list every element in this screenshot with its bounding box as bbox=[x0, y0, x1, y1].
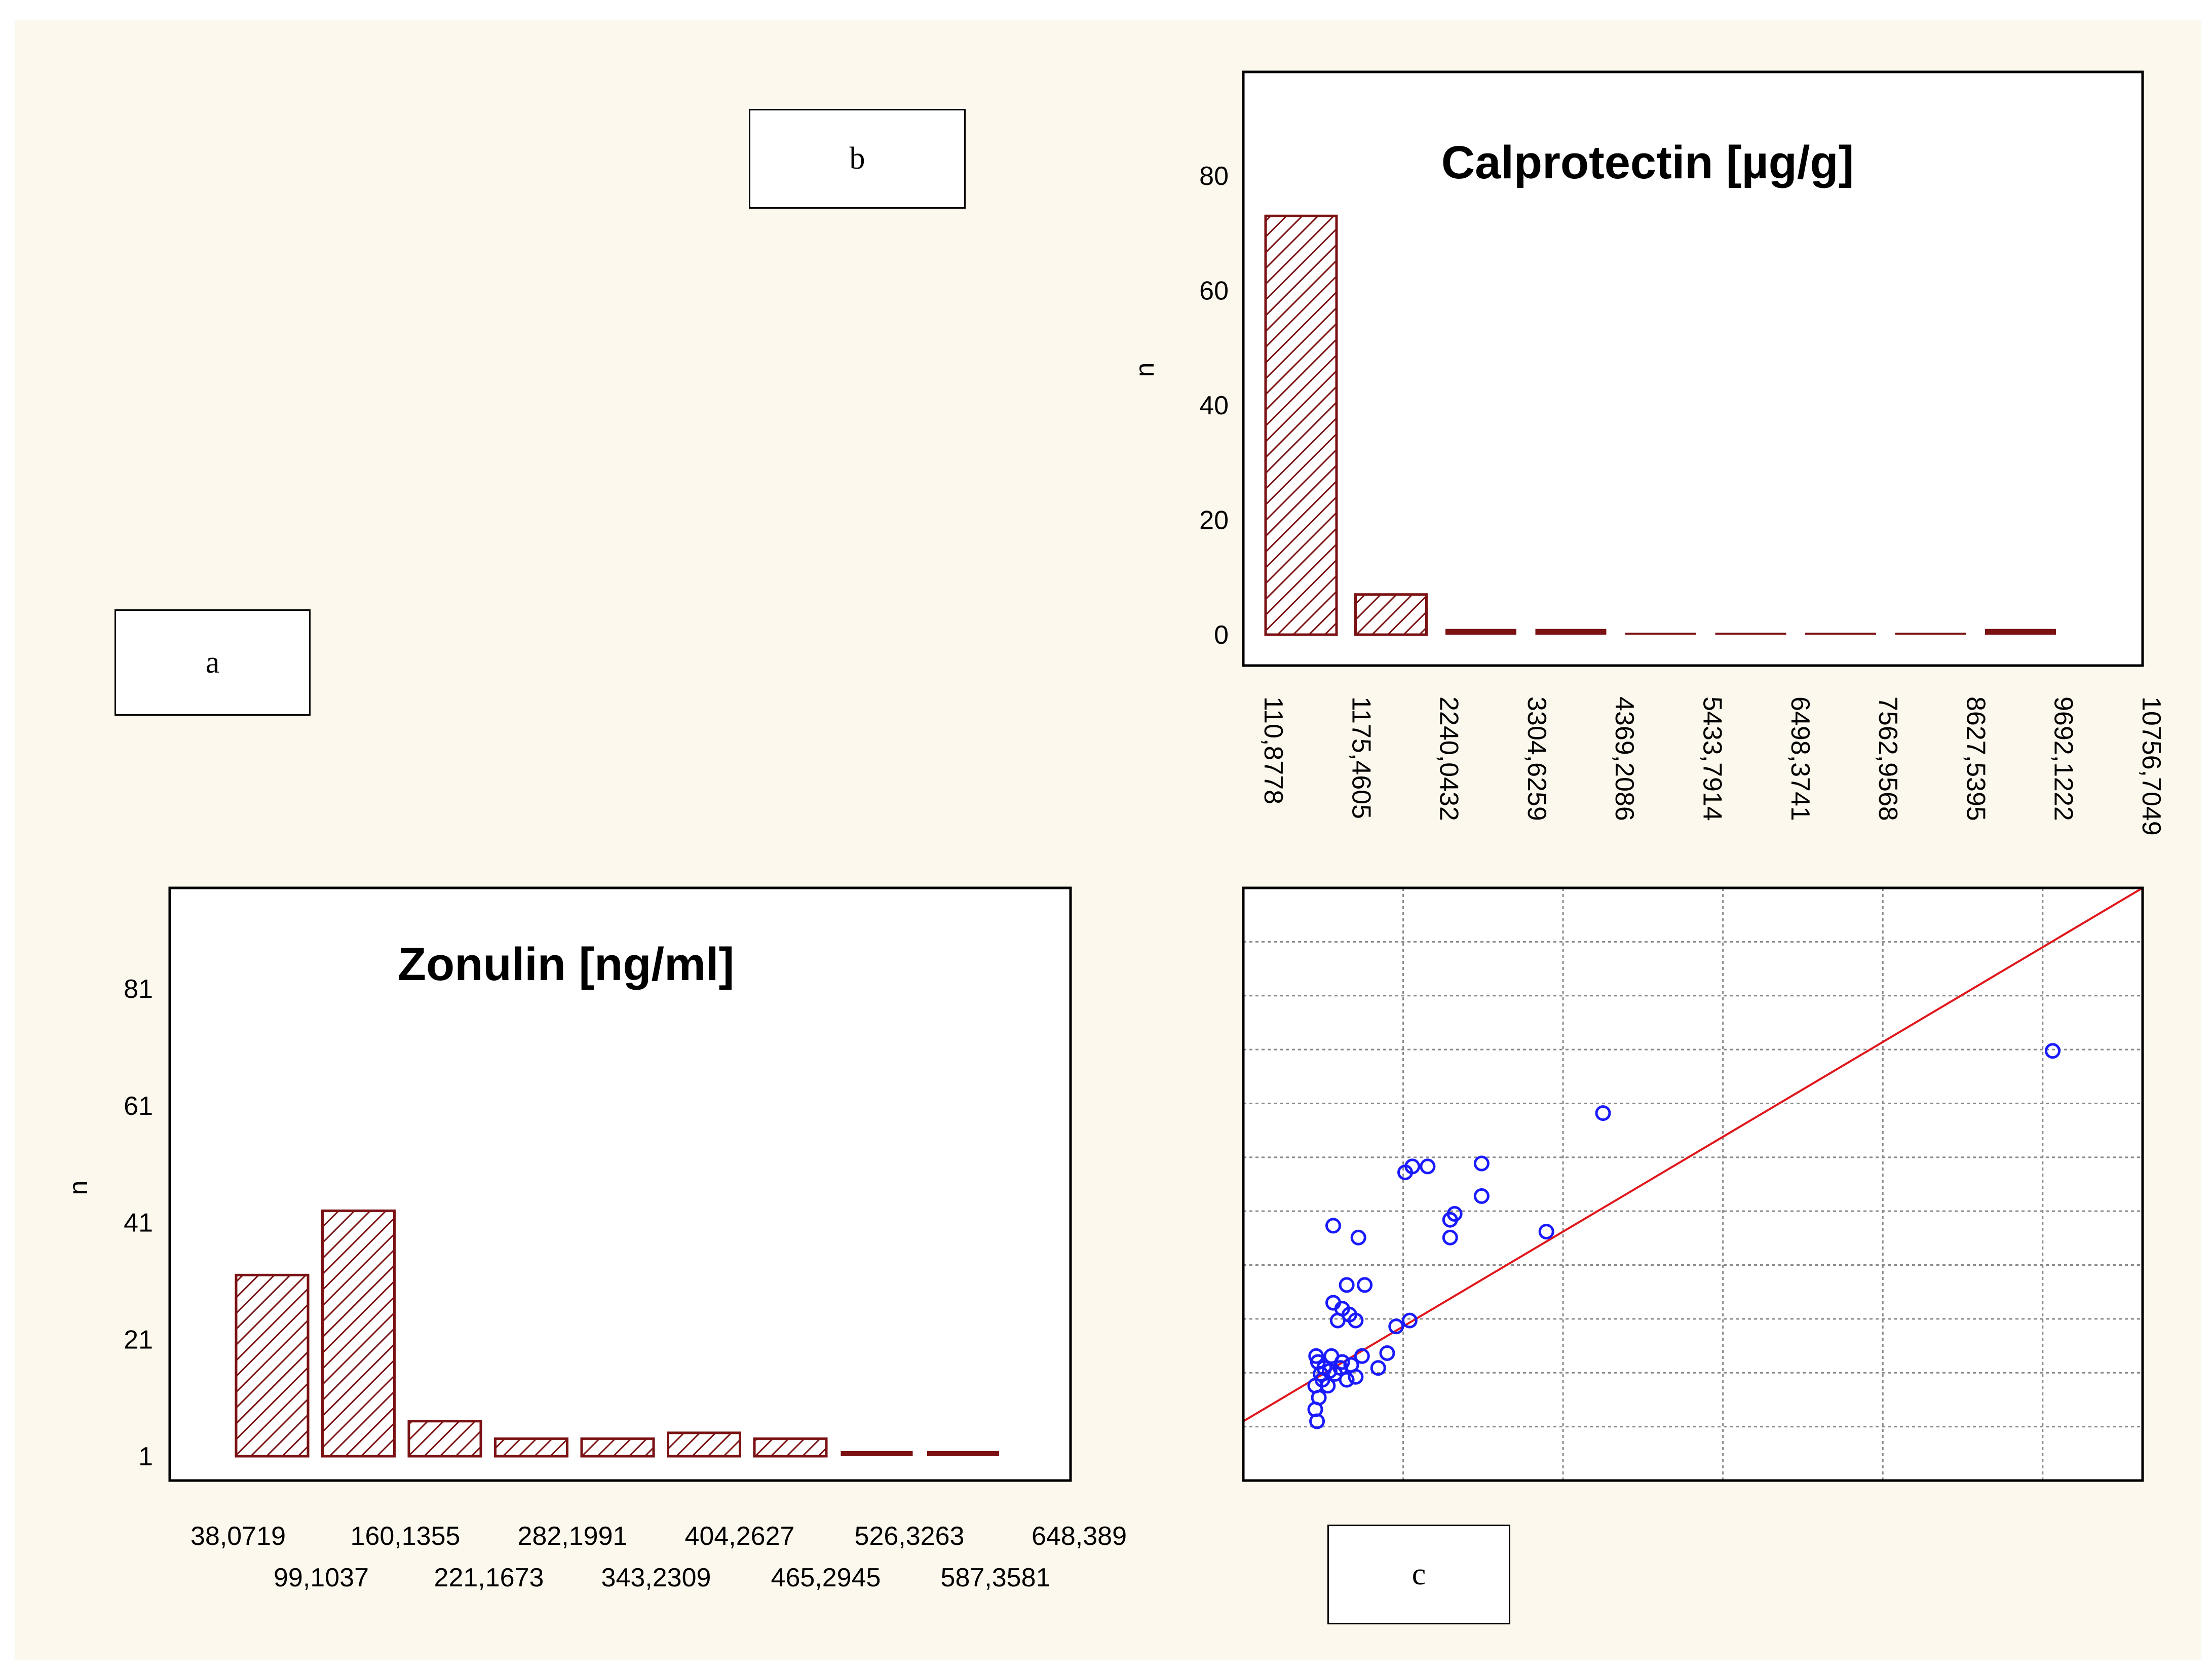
zonulin-ytick-label: 61 bbox=[124, 1092, 153, 1121]
scatter-point bbox=[1323, 1348, 1340, 1364]
scatter-point bbox=[2045, 1043, 2061, 1059]
zonulin-xtick-label: 587,3581 bbox=[941, 1563, 1051, 1592]
zonulin-xtick-label: 526,3263 bbox=[855, 1522, 965, 1551]
correlation-chart bbox=[1242, 886, 2144, 1482]
zonulin-ytick-label: 21 bbox=[124, 1325, 153, 1354]
zonulin-bar bbox=[494, 1437, 568, 1458]
scatter-point bbox=[1442, 1212, 1458, 1228]
calprotectin-bar bbox=[1264, 214, 1338, 636]
zonulin-bar bbox=[927, 1451, 999, 1456]
scatter-point bbox=[1401, 1312, 1418, 1329]
zonulin-ytick-label: 81 bbox=[124, 975, 153, 1004]
zonulin-xtick-label: 38,0719 bbox=[190, 1522, 286, 1551]
zonulin-bar bbox=[235, 1273, 310, 1458]
calprotectin-xtick-label: 9692,1222 bbox=[2049, 696, 2078, 821]
scatter-point bbox=[1442, 1229, 1458, 1246]
scatter-point bbox=[1370, 1360, 1386, 1376]
correlation-plot-area bbox=[1242, 886, 2144, 1482]
calprotectin-xtick-label: 4369,2086 bbox=[1610, 696, 1639, 821]
calprotectin-ytick-label: 40 bbox=[1199, 391, 1229, 420]
calprotectin-xtick-label: 7562,9568 bbox=[1873, 696, 1902, 821]
calprotectin-ylabel: n bbox=[1130, 363, 1160, 377]
zonulin-bar bbox=[407, 1420, 482, 1458]
zonulin-xtick-label: 404,2627 bbox=[685, 1522, 795, 1551]
zonulin-xtick-label: 99,1037 bbox=[274, 1563, 369, 1592]
calprotectin-xtick-label: 6498,3741 bbox=[1785, 696, 1815, 821]
calprotectin-ytick-label: 0 bbox=[1214, 620, 1229, 650]
zonulin-xtick-label: 221,1673 bbox=[434, 1563, 544, 1592]
charts-svg: Calprotectin [µg/g] n 0 20 40 60 80 110,8778… bbox=[64, 70, 2166, 1592]
zonulin-plot-area bbox=[168, 886, 1072, 1482]
scatter-point bbox=[1309, 1413, 1325, 1429]
calprotectin-title: Calprotectin [µg/g] bbox=[1441, 137, 1854, 188]
scatter-point bbox=[1595, 1105, 1611, 1121]
scatter-point bbox=[1325, 1218, 1341, 1234]
scatter-point bbox=[1357, 1277, 1373, 1293]
calprotectin-bar bbox=[1535, 629, 1607, 635]
zonulin-xtick-label: 465,2945 bbox=[771, 1563, 881, 1592]
zonulin-ylabel: n bbox=[64, 1181, 93, 1195]
zonulin-bar bbox=[580, 1437, 655, 1458]
zonulin-bar bbox=[841, 1451, 913, 1456]
scatter-point bbox=[1388, 1318, 1404, 1335]
zonulin-xtick-label: 160,1355 bbox=[351, 1522, 461, 1551]
zonulin-ytick-label: 1 bbox=[138, 1442, 153, 1471]
zonulin-bar bbox=[753, 1437, 828, 1458]
calprotectin-bar bbox=[1445, 629, 1516, 635]
calprotectin-ytick-label: 60 bbox=[1199, 277, 1229, 306]
scatter-point bbox=[1538, 1224, 1554, 1240]
scatter-point bbox=[1320, 1378, 1336, 1394]
panel-label-a: a bbox=[115, 609, 311, 716]
scatter-point bbox=[1404, 1158, 1421, 1175]
zonulin-ytick-label: 41 bbox=[124, 1209, 153, 1238]
zonulin-chart: Zonulin [ng/ml] n 1 21 41 61 81 38,0719 160,1… bbox=[64, 886, 1127, 1592]
scatter-point bbox=[1379, 1345, 1395, 1361]
calprotectin-xtick-label: 5433,7914 bbox=[1698, 696, 1727, 821]
zonulin-title: Zonulin [ng/ml] bbox=[398, 939, 734, 990]
scatter-point bbox=[1473, 1155, 1490, 1172]
calprotectin-bar bbox=[1715, 633, 1786, 635]
scatter-point bbox=[1420, 1158, 1436, 1175]
calprotectin-xtick-label: 110,8778 bbox=[1258, 696, 1288, 804]
zonulin-xtick-label: 648,389 bbox=[1032, 1522, 1127, 1551]
zonulin-bar bbox=[321, 1209, 396, 1458]
calprotectin-xtick-label: 10756,7049 bbox=[2137, 696, 2166, 836]
panel-label-b: b bbox=[749, 109, 966, 209]
calprotectin-xtick-label: 1175,4605 bbox=[1346, 696, 1376, 819]
zonulin-xtick-label: 282,1991 bbox=[518, 1522, 628, 1551]
calprotectin-ytick-label: 80 bbox=[1199, 162, 1229, 191]
panel-label-c: c bbox=[1327, 1525, 1510, 1624]
scatter-point bbox=[1348, 1369, 1364, 1385]
calprotectin-bar bbox=[1625, 633, 1696, 635]
scatter-point bbox=[1473, 1188, 1490, 1204]
zonulin-bar bbox=[667, 1431, 741, 1458]
calprotectin-chart: Calprotectin [µg/g] n 0 20 40 60 80 110,8778… bbox=[1130, 70, 2166, 836]
calprotectin-ytick-label: 20 bbox=[1199, 506, 1229, 535]
zonulin-xtick-label: 343,2309 bbox=[601, 1563, 711, 1592]
scatter-point bbox=[1308, 1348, 1324, 1364]
scatter-point bbox=[1348, 1312, 1364, 1329]
scatter-point bbox=[1350, 1229, 1366, 1246]
calprotectin-bar bbox=[1985, 629, 2056, 635]
calprotectin-xtick-label: 2240,0432 bbox=[1434, 696, 1464, 821]
calprotectin-bar bbox=[1895, 633, 1966, 635]
calprotectin-bar bbox=[1354, 593, 1428, 636]
calprotectin-plot-area bbox=[1242, 70, 2144, 667]
calprotectin-xtick-label: 3304,6259 bbox=[1522, 696, 1551, 821]
figure-canvas: b a c Calprotectin [µg/g] n 0 20 40 60 80 11… bbox=[15, 20, 2201, 1660]
calprotectin-xtick-label: 8627,5395 bbox=[1961, 696, 1990, 821]
scatter-point bbox=[1354, 1348, 1370, 1364]
calprotectin-bar bbox=[1805, 633, 1876, 635]
scatter-point bbox=[1339, 1372, 1355, 1388]
scatter-point bbox=[1339, 1277, 1355, 1293]
